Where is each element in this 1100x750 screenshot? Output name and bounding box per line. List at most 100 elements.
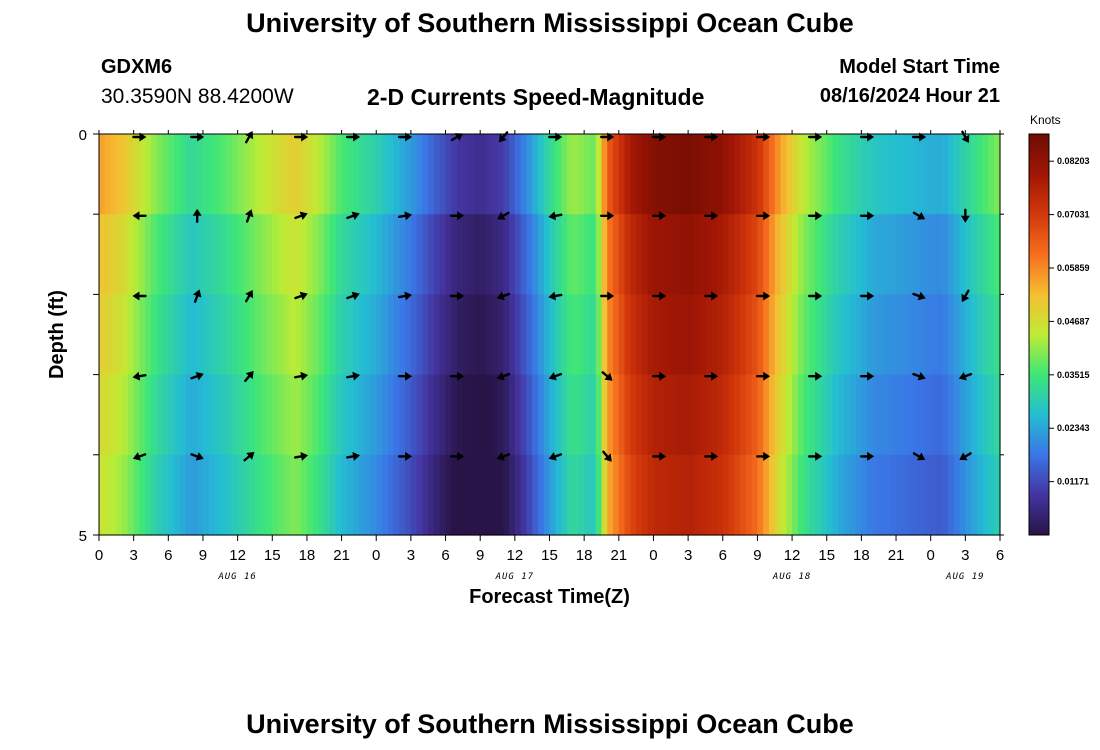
- heatmap-cell: [901, 374, 909, 456]
- heatmap-cell: [145, 454, 152, 536]
- heatmap-cell: [543, 374, 551, 456]
- x-tick-label: 0: [927, 547, 935, 564]
- heatmap-cell: [410, 454, 418, 536]
- heatmap-cell: [514, 134, 522, 215]
- heatmap-cell: [740, 134, 747, 215]
- heatmap-cell: [595, 134, 603, 215]
- heatmap-cell: [890, 454, 897, 536]
- heatmap-cell: [711, 294, 718, 376]
- heatmap-cell: [231, 214, 239, 295]
- heatmap-cell: [399, 454, 406, 536]
- heatmap-cell: [335, 214, 343, 295]
- heatmap-cell: [618, 294, 626, 376]
- heatmap-cell: [774, 134, 782, 215]
- heatmap-cell: [110, 374, 117, 456]
- heatmap-cell: [156, 374, 164, 456]
- heatmap-cell: [693, 134, 701, 215]
- current-arrow: [244, 130, 254, 144]
- heatmap-cell: [705, 214, 712, 295]
- heatmap-cell: [809, 294, 816, 376]
- heatmap-cell: [503, 214, 510, 295]
- heatmap-cell: [820, 214, 828, 295]
- current-arrow: [961, 130, 970, 144]
- heatmap-cell: [497, 134, 504, 215]
- heatmap-cell: [930, 214, 938, 295]
- arrow-head: [607, 291, 615, 301]
- heatmap-cell: [607, 134, 614, 215]
- heatmap-cell: [549, 134, 556, 215]
- x-tick-label: 12: [784, 547, 801, 564]
- heatmap-cell: [145, 294, 152, 376]
- current-arrow: [807, 371, 823, 381]
- heatmap-cell: [809, 454, 816, 536]
- heatmap-cell: [630, 374, 637, 456]
- heatmap-cell: [168, 454, 175, 536]
- heatmap-cell: [924, 454, 932, 536]
- heatmap-cell: [589, 454, 597, 536]
- heatmap-cell: [347, 374, 354, 456]
- current-arrow: [859, 451, 875, 461]
- heatmap-cell: [220, 454, 227, 536]
- heatmap-cell: [278, 454, 285, 536]
- heatmap-cell: [959, 454, 966, 536]
- heatmap-cell: [231, 454, 239, 536]
- heatmap-cell: [728, 374, 735, 456]
- heatmap-cell: [122, 294, 129, 376]
- heatmap-cell: [792, 374, 799, 456]
- model-start-value: 08/16/2024 Hour 21: [819, 85, 1000, 107]
- heatmap-cell: [358, 374, 366, 456]
- heatmap-cell: [451, 454, 458, 536]
- heatmap-cell: [335, 454, 343, 536]
- heatmap-cell: [693, 454, 701, 536]
- heatmap-cell: [693, 374, 701, 456]
- heatmap-cell: [849, 294, 857, 376]
- x-tick-label: 18: [576, 547, 593, 564]
- heatmap-cell: [324, 214, 331, 295]
- heatmap-cell: [953, 454, 961, 536]
- heatmap-cell: [820, 294, 828, 376]
- heatmap-cell: [208, 294, 216, 376]
- heatmap-cell: [872, 294, 880, 376]
- heatmap-cell: [826, 454, 834, 536]
- heatmap-cell: [341, 214, 348, 295]
- heatmap-cell: [745, 214, 753, 295]
- heatmap-cell: [509, 294, 516, 376]
- heatmap-cell: [174, 374, 181, 456]
- heatmap-cell: [306, 294, 314, 376]
- x-tick-label: 21: [888, 547, 905, 564]
- heatmap-cell: [283, 134, 291, 215]
- footer-title: University of Southern Mississippi Ocean…: [246, 709, 854, 739]
- heatmap-cell: [711, 134, 718, 215]
- heatmap-cell: [526, 294, 533, 376]
- x-tick-label: 3: [407, 547, 415, 564]
- heatmap-cell: [283, 374, 291, 456]
- heatmap-cell: [353, 214, 360, 295]
- heatmap-cell: [705, 294, 712, 376]
- heatmap-cell: [191, 214, 198, 295]
- heatmap-cell: [457, 294, 464, 376]
- current-arrow: [497, 211, 510, 220]
- heatmap-cell: [387, 454, 395, 536]
- heatmap-cell: [815, 214, 822, 295]
- heatmap-cell: [716, 294, 724, 376]
- heatmap-cell: [220, 134, 227, 215]
- heatmap-cell: [803, 454, 811, 536]
- heatmap-cell: [896, 294, 903, 376]
- heatmap-cell: [670, 454, 678, 536]
- heatmap-cell: [849, 454, 857, 536]
- heatmap-cell: [254, 294, 262, 376]
- heatmap-cell: [156, 294, 164, 376]
- heatmap-cell: [907, 294, 914, 376]
- heatmap-cell: [254, 214, 262, 295]
- heatmap-cell: [624, 214, 631, 295]
- heatmap-cell: [179, 454, 187, 536]
- arrow-head: [351, 291, 360, 301]
- heatmap-cell: [676, 294, 683, 376]
- heatmap-cell: [214, 134, 221, 215]
- heatmap-cell: [624, 294, 631, 376]
- arrow-head: [405, 132, 413, 142]
- colorbar-tick-label: 0.01171: [1057, 477, 1089, 487]
- heatmap-cell: [613, 134, 620, 215]
- current-arrow: [132, 452, 147, 461]
- colorbar-tick-label: 0.08203: [1057, 156, 1090, 166]
